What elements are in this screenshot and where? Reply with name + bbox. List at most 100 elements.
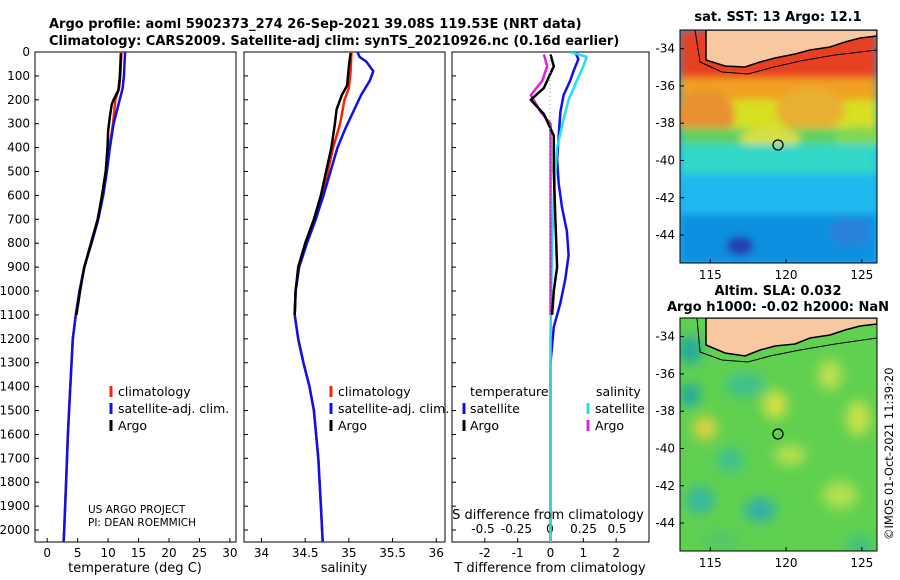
x-tick-label: 2 [612,546,620,560]
map-x-tick-label: 125 [850,268,873,282]
sst-map-frame [679,29,878,264]
map-y-tick-label: -34 [655,42,675,56]
x-tick-label: 0 [43,546,51,560]
y-tick-label: 1400 [0,380,30,394]
legend-label-argo: Argo [118,418,147,433]
x-tick-label: 35.5 [379,546,406,560]
y-tick-label: 700 [7,212,30,226]
legend-label-sal-argo: Argo [595,418,624,433]
top-x-tick-label: 0.5 [607,522,626,536]
y-tick-label: 200 [7,93,30,107]
title-line-1: Argo profile: aoml 5902373_274 26-Sep-20… [49,17,582,32]
legend-label-temp-satellite: satellite [470,401,520,416]
sla-argo-marker [772,428,784,440]
map-x-tick-label: 115 [699,268,722,282]
y-tick-label: 100 [7,69,30,83]
x-tick-label: 34 [254,546,269,560]
y-tick-label: 1700 [0,451,30,465]
y-tick-label: 500 [7,165,30,179]
map-y-tick-label: -36 [655,367,675,381]
top-x-tick-label: 0.25 [570,522,597,536]
map-x-tick-label: 115 [699,556,722,570]
tick-layer: 0100200300400500600700800900100011001200… [0,45,627,560]
y-tick-label: 0 [22,45,30,59]
x-tick-label: -2 [479,546,491,560]
legend-label-sal-satellite: satellite [595,401,645,416]
legend-label-satellite: satellite-adj. clim. [118,401,229,416]
y-tick-label: 1500 [0,404,30,418]
top-x-tick-label: -0.5 [471,522,494,536]
legend-salinity-header: salinity [596,384,641,399]
legend-label-climatology: climatology [118,384,191,399]
x-tick-label: 0 [547,546,555,560]
map-y-tick-label: -38 [655,404,675,418]
temperature-xlabel: temperature (deg C) [68,561,202,576]
x-tick-label: -1 [512,546,524,560]
legend-label-argo: Argo [338,418,367,433]
series-salinity-satellite [549,52,588,542]
series-argo [293,53,352,315]
x-tick-label: 5 [74,546,82,560]
sst-map-title: sat. SST: 13 Argo: 12.1 [694,10,861,25]
x-tick-label: 36 [429,546,444,560]
sst-map-image [680,30,877,263]
sla-map-title-1: Altim. SLA: 0.032 [715,284,842,299]
map-x-tick-label: 120 [775,556,798,570]
map-y-tick-label: -44 [655,516,675,530]
map-x-tick-label: 120 [775,268,798,282]
sla-map-frame [679,317,878,552]
y-tick-label: 300 [7,117,30,131]
sla-map-image [680,318,877,551]
top-x-tick-label: -0.25 [501,522,532,536]
map-y-tick-label: -40 [655,153,675,167]
x-tick-label: 30 [222,546,237,560]
y-tick-label: 1900 [0,499,30,513]
series-temperature-satellite [549,52,580,542]
series-argo [75,53,123,316]
x-tick-label: 1 [580,546,588,560]
y-tick-label: 1200 [0,332,30,346]
map-y-tick-label: -34 [655,330,675,344]
map-y-tick-label: -44 [655,228,675,242]
series-climatology [293,52,353,542]
salinity-axes [243,51,446,543]
sla-map-title-2: Argo h1000: -0.02 h2000: NaN [667,300,889,315]
difference-legend: temperature salinity satellite Argo sate… [462,384,645,433]
map-y-tick-label: -42 [655,479,675,493]
sst-argo-marker [772,139,784,151]
x-tick-label: 34.5 [292,546,319,560]
imos-stamp: ©IMOS 01-Oct-2021 11:39:20 [882,367,896,540]
legend-temperature-header: temperature [470,384,549,399]
y-tick-label: 800 [7,236,30,250]
map-y-tick-label: -42 [655,191,675,205]
map-y-tick-label: -38 [655,116,675,130]
temperature-axes [34,51,237,543]
x-tick-label: 15 [131,546,146,560]
credit-line-2: PI: DEAN ROEMMICH [88,517,196,529]
temperature-legend: climatology satellite-adj. clim. Argo [109,384,229,433]
x-tick-label: 10 [100,546,115,560]
y-tick-label: 1300 [0,356,30,370]
salinity-legend: climatology satellite-adj. clim. Argo [329,384,449,433]
y-tick-label: 600 [7,188,30,202]
y-tick-label: 400 [7,141,30,155]
series-salinity-argo [529,54,559,315]
profile-lines [62,52,588,542]
map-y-tick-label: -40 [655,441,675,455]
legend-label-temp-argo: Argo [470,418,499,433]
y-tick-label: 900 [7,260,30,274]
map-x-tick-label: 125 [850,556,873,570]
legend-label-climatology: climatology [338,384,411,399]
difference-xlabel-top: S difference from climatology [452,508,644,523]
map-y-tick-label: -36 [655,79,675,93]
series-satellite-adj-clim- [62,52,127,542]
y-tick-label: 1100 [0,308,30,322]
legend-label-satellite: satellite-adj. clim. [338,401,449,416]
y-tick-label: 1600 [0,427,30,441]
credit-line-1: US ARGO PROJECT [88,504,186,516]
x-tick-label: 25 [192,546,207,560]
map-tick-layer: 115 120 125 -34 -36 -38 -40 -42 -44 115 120 125 -34 -… [655,42,873,570]
x-tick-label: 35 [341,546,356,560]
y-tick-label: 1000 [0,284,30,298]
